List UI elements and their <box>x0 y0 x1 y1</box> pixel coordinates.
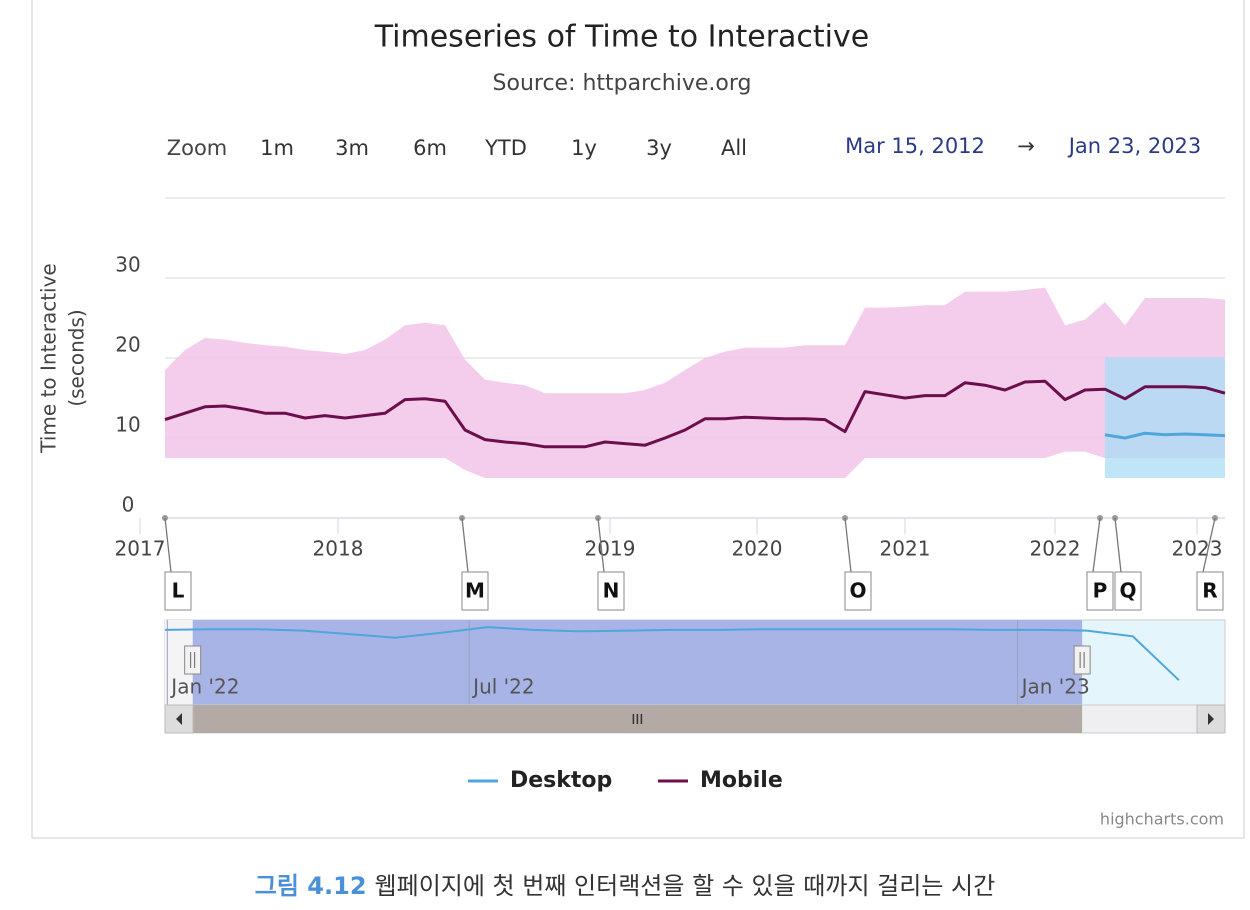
handle-grip <box>190 652 196 668</box>
zoom-button[interactable]: YTD <box>484 136 527 160</box>
zoom-button[interactable]: 3m <box>335 136 369 160</box>
flag-label: P <box>1093 579 1108 603</box>
y-tick-label: 10 <box>115 413 140 437</box>
chart: Timeseries of Time to Interactive Source… <box>31 0 1245 839</box>
caption: 그림 4.12 웹페이지에 첫 번째 인터랙션을 할 수 있을 때까지 걸리는 시… <box>0 866 1250 901</box>
caption-text: 웹페이지에 첫 번째 인터랙션을 할 수 있을 때까지 걸리는 시간 <box>374 872 996 900</box>
flag-label: O <box>849 579 866 603</box>
navigator-tick-label: Jan '22 <box>169 675 239 699</box>
x-tick-label: 2020 <box>732 537 783 561</box>
zoom-button[interactable]: 6m <box>413 136 447 160</box>
y-tick-label: 20 <box>115 333 140 357</box>
navigator-tick-label: Jul '22 <box>471 675 534 699</box>
range-to[interactable]: Jan 23, 2023 <box>1067 134 1202 158</box>
flag-box <box>1086 571 1114 611</box>
flag-label: L <box>172 579 185 603</box>
x-tick-label: 2021 <box>880 537 931 561</box>
flag-label: Q <box>1119 579 1136 603</box>
y-tick-label: 0 <box>122 493 135 517</box>
x-tick-label: 2018 <box>313 537 364 561</box>
credits: highcharts.com <box>1100 810 1224 829</box>
flag-box <box>1114 571 1142 611</box>
navigator-line <box>164 626 1180 681</box>
zoom-button[interactable]: 3y <box>646 136 672 160</box>
navigator-handle[interactable] <box>184 645 202 675</box>
x-tick-label: 2019 <box>585 537 636 561</box>
zoom-button[interactable]: 1m <box>260 136 294 160</box>
scrollbar-right-arrow <box>1208 713 1214 725</box>
x-tick-label: 2022 <box>1030 537 1081 561</box>
navigator-tick-label: Jan '23 <box>1020 675 1090 699</box>
flag-box <box>597 571 625 611</box>
range-band <box>165 287 1225 478</box>
series-line <box>1104 431 1226 440</box>
flag-box <box>461 571 489 611</box>
x-tick-label: 2017 <box>115 537 166 561</box>
scrollbar-grip <box>632 714 643 724</box>
handle-grip <box>1079 652 1085 668</box>
legend-label[interactable]: Mobile <box>700 768 783 793</box>
flag-label: R <box>1202 579 1217 603</box>
legend-label[interactable]: Desktop <box>510 768 612 793</box>
scrollbar-left-arrow <box>176 713 182 725</box>
y-axis-title: (seconds) <box>65 309 89 406</box>
flag-label: M <box>465 579 485 603</box>
range-from[interactable]: Mar 15, 2012 <box>845 134 985 158</box>
navigator-handle[interactable] <box>1073 645 1091 675</box>
zoom-button[interactable]: 1y <box>571 136 597 160</box>
flag-box <box>1196 571 1224 611</box>
series-line <box>164 379 1226 449</box>
chart-subtitle: Source: httparchive.org <box>493 71 752 96</box>
zoom-label: Zoom <box>167 136 228 160</box>
flag-box <box>844 571 872 611</box>
caption-label: 그림 4.12 <box>254 872 367 900</box>
chart-title: Timeseries of Time to Interactive <box>374 20 869 55</box>
flag-label: N <box>603 579 620 603</box>
x-tick-label: 2023 <box>1172 537 1223 561</box>
range-separator: → <box>1017 134 1035 158</box>
range-band <box>1105 357 1225 478</box>
y-tick-label: 30 <box>115 253 140 277</box>
zoom-button[interactable]: All <box>721 136 747 160</box>
flag-box <box>164 571 192 611</box>
y-axis-title: Time to Interactive <box>37 263 61 453</box>
